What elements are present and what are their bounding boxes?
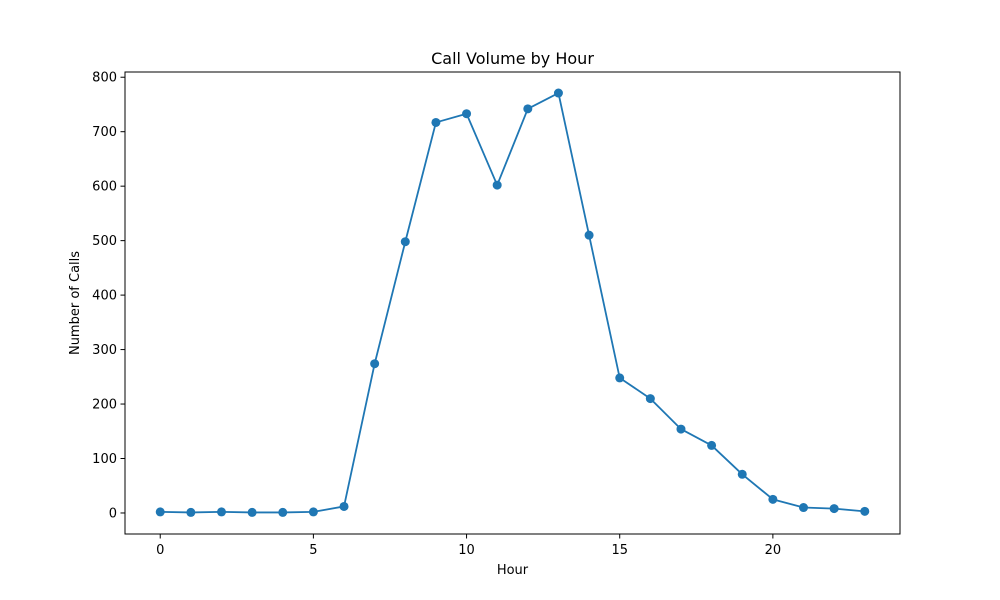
x-tick-label: 10 <box>458 543 475 558</box>
data-point <box>676 424 686 434</box>
plot-area <box>125 72 900 534</box>
data-point <box>308 507 318 517</box>
y-tick-label: 400 <box>92 289 117 304</box>
data-point <box>799 503 809 513</box>
data-point <box>278 507 288 517</box>
data-point <box>645 394 655 404</box>
x-tick-label: 5 <box>309 543 317 558</box>
x-tick-label: 15 <box>611 543 628 558</box>
data-point <box>492 180 502 190</box>
data-point <box>400 237 410 247</box>
plot-frame <box>124 71 901 535</box>
data-point <box>768 494 778 504</box>
y-tick-label: 800 <box>92 71 117 86</box>
data-point <box>155 507 165 517</box>
x-tick-label: 0 <box>156 543 164 558</box>
data-point <box>523 104 533 114</box>
data-point <box>431 117 441 127</box>
y-tick-label: 700 <box>92 125 117 140</box>
series-line <box>160 92 865 514</box>
x-axis-ticks: 0 5 10 15 20 <box>156 534 781 558</box>
data-point <box>615 373 625 383</box>
data-point <box>247 507 257 517</box>
data-point <box>707 440 717 450</box>
data-point <box>462 109 472 119</box>
data-point <box>737 469 747 479</box>
y-tick-label: 600 <box>92 180 117 195</box>
x-tick-label: 20 <box>765 543 782 558</box>
data-point <box>553 88 563 98</box>
y-axis-label: Number of Calls <box>68 251 83 355</box>
x-axis-label: Hour <box>497 563 529 578</box>
data-point <box>829 504 839 514</box>
data-point <box>584 230 594 240</box>
data-point <box>860 506 870 516</box>
y-tick-label: 300 <box>92 343 117 358</box>
y-tick-label: 100 <box>92 452 117 467</box>
data-point <box>370 359 380 369</box>
chart-title: Call Volume by Hour <box>431 49 594 68</box>
series-group <box>155 88 870 517</box>
y-axis-ticks: 0 100 200 300 400 500 600 700 800 <box>92 71 125 521</box>
data-point <box>186 507 196 517</box>
y-tick-label: 0 <box>109 506 117 521</box>
y-tick-label: 500 <box>92 234 117 249</box>
data-point <box>339 501 349 511</box>
y-tick-label: 200 <box>92 398 117 413</box>
data-point <box>216 507 226 517</box>
